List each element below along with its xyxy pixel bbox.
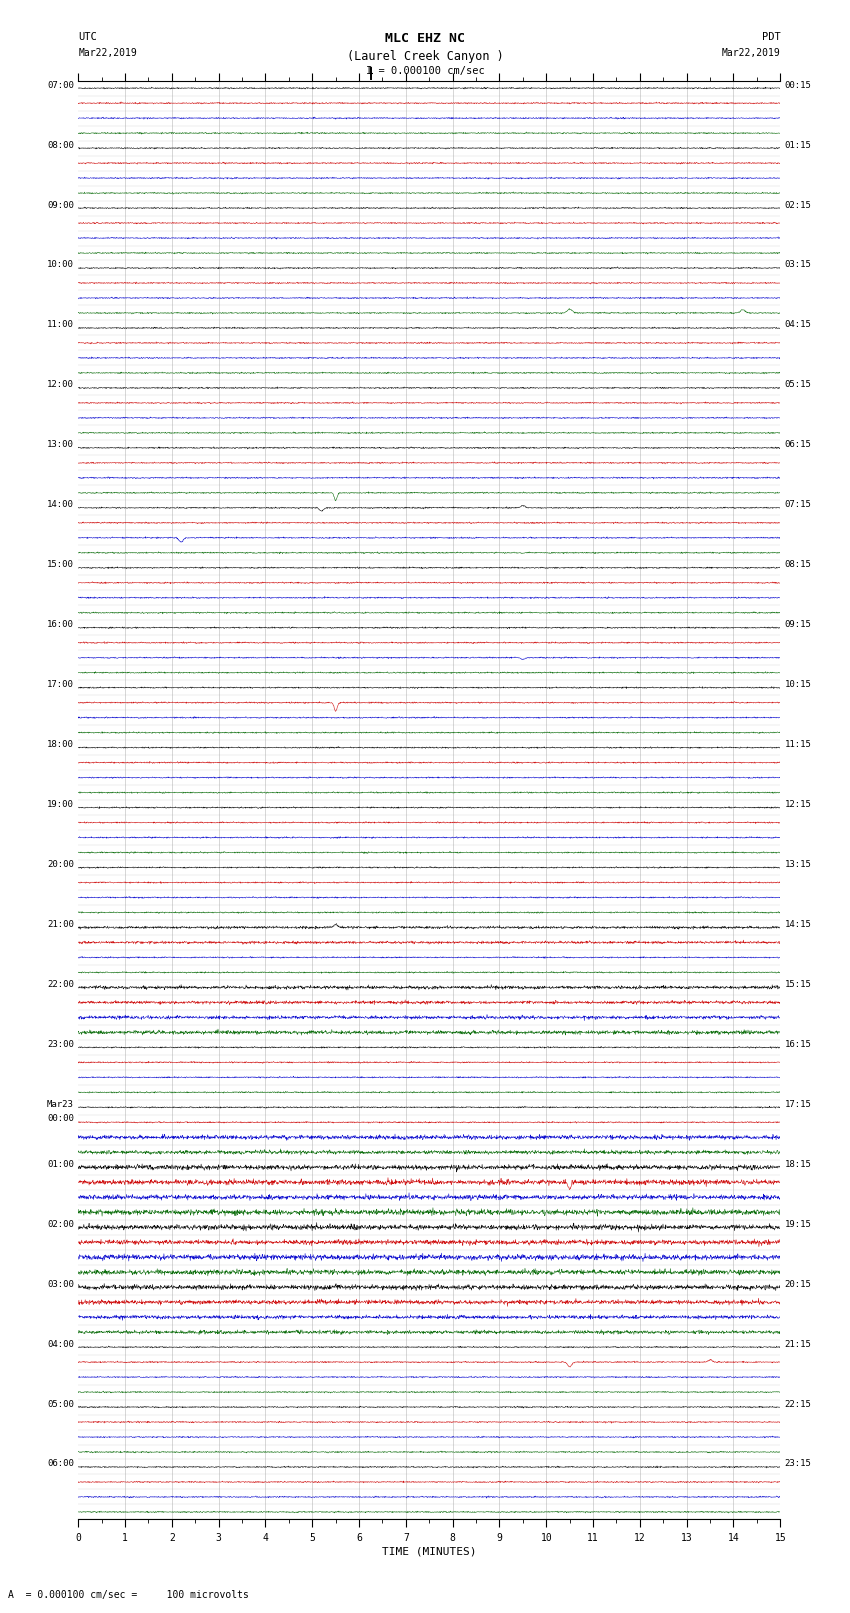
Text: 22:00: 22:00 xyxy=(47,981,74,989)
Text: 13:00: 13:00 xyxy=(47,440,74,450)
Text: I = 0.000100 cm/sec: I = 0.000100 cm/sec xyxy=(366,66,484,76)
Text: MLC EHZ NC: MLC EHZ NC xyxy=(385,32,465,45)
Text: 22:15: 22:15 xyxy=(785,1400,812,1408)
Text: 00:00: 00:00 xyxy=(47,1113,74,1123)
Text: Mar22,2019: Mar22,2019 xyxy=(722,48,780,58)
X-axis label: TIME (MINUTES): TIME (MINUTES) xyxy=(382,1547,477,1557)
Text: 19:15: 19:15 xyxy=(785,1219,812,1229)
Text: 15:00: 15:00 xyxy=(47,560,74,569)
Text: 05:00: 05:00 xyxy=(47,1400,74,1408)
Text: UTC: UTC xyxy=(78,32,97,42)
Text: 07:00: 07:00 xyxy=(47,81,74,90)
Text: 10:15: 10:15 xyxy=(785,681,812,689)
Text: 14:00: 14:00 xyxy=(47,500,74,510)
Text: 16:00: 16:00 xyxy=(47,621,74,629)
Text: 10:00: 10:00 xyxy=(47,260,74,269)
Text: 03:15: 03:15 xyxy=(785,260,812,269)
Text: 04:00: 04:00 xyxy=(47,1339,74,1348)
Text: 04:15: 04:15 xyxy=(785,321,812,329)
Text: 09:15: 09:15 xyxy=(785,621,812,629)
Text: 03:00: 03:00 xyxy=(47,1279,74,1289)
Text: 06:00: 06:00 xyxy=(47,1460,74,1468)
Text: 05:15: 05:15 xyxy=(785,381,812,389)
Text: 12:00: 12:00 xyxy=(47,381,74,389)
Text: 21:15: 21:15 xyxy=(785,1339,812,1348)
Text: 15:15: 15:15 xyxy=(785,981,812,989)
Text: 21:00: 21:00 xyxy=(47,919,74,929)
Text: Mar22,2019: Mar22,2019 xyxy=(78,48,137,58)
Text: 08:00: 08:00 xyxy=(47,140,74,150)
Text: 20:00: 20:00 xyxy=(47,860,74,869)
Text: 01:00: 01:00 xyxy=(47,1160,74,1169)
Text: Mar23: Mar23 xyxy=(47,1100,74,1108)
Text: 16:15: 16:15 xyxy=(785,1040,812,1048)
Text: 23:00: 23:00 xyxy=(47,1040,74,1048)
Text: 08:15: 08:15 xyxy=(785,560,812,569)
Text: 17:00: 17:00 xyxy=(47,681,74,689)
Text: 20:15: 20:15 xyxy=(785,1279,812,1289)
Text: 13:15: 13:15 xyxy=(785,860,812,869)
Text: 09:00: 09:00 xyxy=(47,200,74,210)
Text: 11:00: 11:00 xyxy=(47,321,74,329)
Text: 17:15: 17:15 xyxy=(785,1100,812,1108)
Text: 02:15: 02:15 xyxy=(785,200,812,210)
Text: 06:15: 06:15 xyxy=(785,440,812,450)
Text: 07:15: 07:15 xyxy=(785,500,812,510)
Text: 12:15: 12:15 xyxy=(785,800,812,810)
Text: 02:00: 02:00 xyxy=(47,1219,74,1229)
Text: 01:15: 01:15 xyxy=(785,140,812,150)
Text: 23:15: 23:15 xyxy=(785,1460,812,1468)
Text: 00:15: 00:15 xyxy=(785,81,812,90)
Text: PDT: PDT xyxy=(762,32,780,42)
Text: 11:15: 11:15 xyxy=(785,740,812,748)
Text: (Laurel Creek Canyon ): (Laurel Creek Canyon ) xyxy=(347,50,503,63)
Text: 14:15: 14:15 xyxy=(785,919,812,929)
Text: 19:00: 19:00 xyxy=(47,800,74,810)
Text: 18:15: 18:15 xyxy=(785,1160,812,1169)
Text: A  = 0.000100 cm/sec =     100 microvolts: A = 0.000100 cm/sec = 100 microvolts xyxy=(8,1590,249,1600)
Text: 18:00: 18:00 xyxy=(47,740,74,748)
